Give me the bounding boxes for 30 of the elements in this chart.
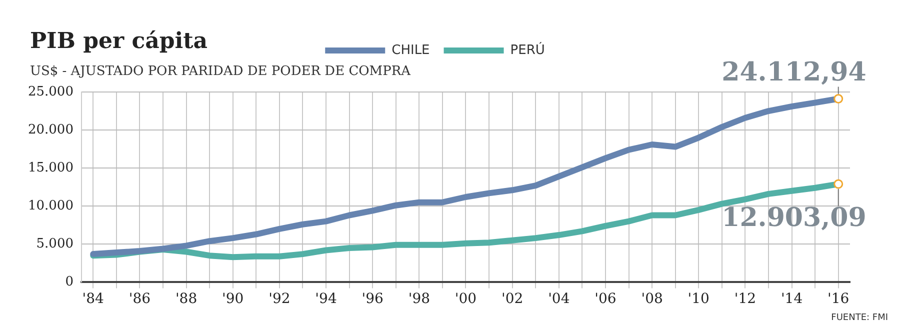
x-tick-label: '88	[175, 291, 198, 308]
source-note: FUENTE: FMI	[831, 313, 888, 323]
x-tick-label: '86	[128, 291, 151, 308]
legend-label: CHILE	[392, 42, 430, 58]
x-tick-label: '06	[594, 291, 616, 308]
x-tick-label: '16	[828, 291, 850, 308]
x-tick-label: '92	[268, 291, 290, 308]
x-tick-label: '02	[501, 291, 524, 308]
x-tick-label: '84	[82, 291, 104, 308]
chart-subtitle: US$ - AJUSTADO POR PARIDAD DE PODER DE COMPRA	[30, 64, 411, 79]
x-tick-label: '10	[688, 291, 710, 308]
y-tick-label: 25.000	[28, 84, 74, 100]
y-tick-label: 10.000	[28, 198, 74, 214]
x-tick-label: '94	[315, 291, 337, 308]
annotation: 12.903,09	[722, 202, 866, 233]
x-tick-label: '14	[780, 291, 803, 308]
chart-title: PIB per cápita	[30, 28, 208, 54]
x-tick-label: '90	[222, 291, 244, 308]
x-tick-label: '98	[408, 291, 430, 308]
y-tick-label: 15.000	[28, 160, 74, 176]
y-tick-label: 0	[65, 274, 74, 290]
annotation: 24.112,94	[722, 58, 866, 88]
y-tick-label: 5.000	[36, 236, 74, 252]
y-tick-label: 20.000	[28, 122, 74, 138]
x-tick-label: '00	[454, 291, 477, 308]
x-tick-label: '08	[641, 291, 663, 308]
legend-label: PERÚ	[510, 40, 545, 58]
x-tick-label: '12	[734, 291, 756, 308]
x-tick-label: '96	[362, 291, 384, 308]
x-tick-label: '04	[548, 291, 570, 308]
